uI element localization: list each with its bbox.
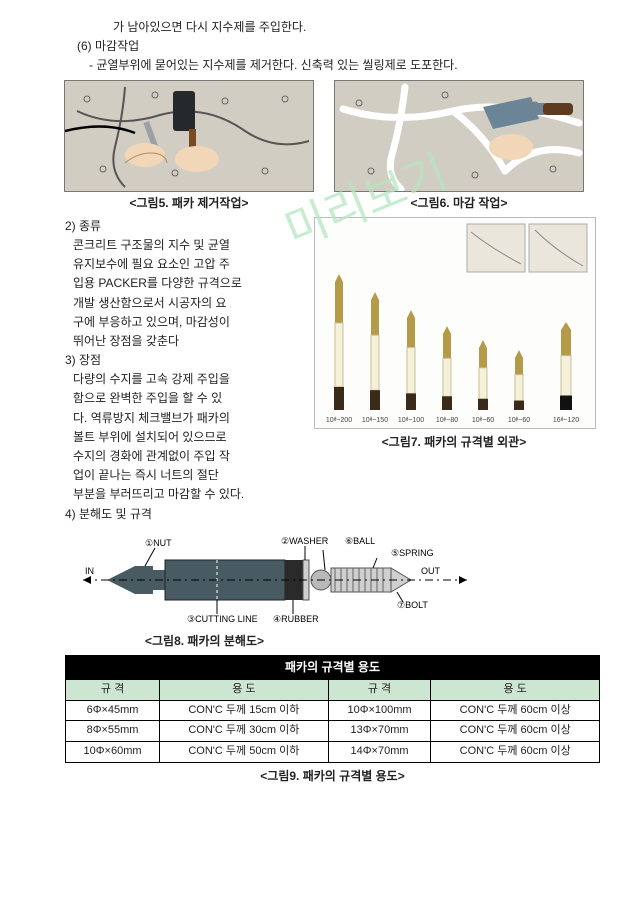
- figure8-image: ①NUT ③CUTTING LINE ④RUBBER ②WASHER ⑥BALL…: [77, 530, 477, 630]
- text-line: 입용 PACKER를 다양한 규격으로: [65, 274, 300, 293]
- svg-text:OUT: OUT: [421, 566, 441, 576]
- figure5-box: <그림5. 패카 제거작업>: [65, 80, 313, 213]
- text-line: 함으로 완벽한 주입을 할 수 있: [65, 389, 300, 408]
- table-cell: CON'C 두께 15cm 이하: [160, 700, 329, 721]
- table-row: 6Φ×45mmCON'C 두께 15cm 이하10Φ×100mmCON'C 두께…: [66, 700, 600, 721]
- table-cell: 13Φ×70mm: [328, 721, 431, 742]
- text-line: 뛰어난 장점을 갖춘다: [65, 332, 300, 351]
- table-cell: CON'C 두께 60cm 이상: [431, 721, 600, 742]
- svg-text:③CUTTING LINE: ③CUTTING LINE: [187, 614, 258, 624]
- right-column: 10ᶲ~200 10ᶲ~150 10ᶲ~100 10ᶲ~80 10ᶲ~60 10ᶲ~60 1…: [314, 217, 594, 505]
- svg-text:10ᶲ~150: 10ᶲ~150: [362, 417, 388, 424]
- table-cell: CON'C 두께 50cm 이하: [160, 741, 329, 762]
- svg-text:10ᶲ~200: 10ᶲ~200: [326, 417, 352, 424]
- svg-text:④RUBBER: ④RUBBER: [273, 614, 319, 624]
- figure-row: <그림5. 패카 제거작업>: [65, 80, 600, 213]
- table-cell: 6Φ×45mm: [66, 700, 160, 721]
- table-cell: 10Φ×100mm: [328, 700, 431, 721]
- text-line: 부분을 부러뜨리고 마감할 수 있다.: [65, 485, 300, 504]
- svg-text:16ᶲ~120: 16ᶲ~120: [553, 417, 579, 424]
- figure5-caption: <그림5. 패카 제거작업>: [129, 194, 248, 213]
- figure6-caption: <그림6. 마감 작업>: [411, 194, 508, 213]
- table-row: 10Φ×60mmCON'C 두께 50cm 이하14Φ×70mmCON'C 두께…: [66, 741, 600, 762]
- table-row: 8Φ×55mmCON'C 두께 30cm 이하13Φ×70mmCON'C 두께 …: [66, 721, 600, 742]
- table-header: 규 격: [66, 680, 160, 701]
- table-cell: 10Φ×60mm: [66, 741, 160, 762]
- figure6-box: <그림6. 마감 작업>: [335, 80, 583, 213]
- figure5-image: [64, 80, 314, 192]
- svg-text:IN: IN: [85, 566, 94, 576]
- svg-text:⑥BALL: ⑥BALL: [345, 536, 375, 546]
- table-cell: CON'C 두께 60cm 이상: [431, 700, 600, 721]
- text-line: 가 남아있으면 다시 지수제를 주입한다.: [65, 18, 600, 37]
- heading-6: (6) 마감작업: [65, 37, 600, 56]
- svg-text:10ᶲ~100: 10ᶲ~100: [398, 417, 424, 424]
- figure7-image: 10ᶲ~200 10ᶲ~150 10ᶲ~100 10ᶲ~80 10ᶲ~60 10ᶲ~60 1…: [314, 217, 596, 429]
- table-cell: CON'C 두께 60cm 이상: [431, 741, 600, 762]
- table-cell: 14Φ×70mm: [328, 741, 431, 762]
- text-line: 구에 부응하고 있으며, 마감성이: [65, 313, 300, 332]
- svg-text:⑤SPRING: ⑤SPRING: [391, 548, 434, 558]
- text-line: 유지보수에 필요 요소인 고압 주: [65, 255, 300, 274]
- two-column: 2) 종류 콘크리트 구조물의 지수 및 균열 유지보수에 필요 요소인 고압 …: [65, 217, 600, 505]
- left-column: 2) 종류 콘크리트 구조물의 지수 및 균열 유지보수에 필요 요소인 고압 …: [65, 217, 300, 505]
- figure7-caption: <그림7. 패카의 규격별 외관>: [314, 433, 594, 452]
- table-cell: CON'C 두께 30cm 이하: [160, 721, 329, 742]
- spec-table: 패카의 규격별 용도 규 격 용 도 규 격 용 도 6Φ×45mmCON'C …: [65, 655, 600, 763]
- text-line: - 균열부위에 묻어있는 지수제를 제거한다. 신축력 있는 씰링제로 도포한다…: [65, 56, 600, 75]
- text-line: 수지의 경화에 관계없이 주입 작: [65, 447, 300, 466]
- table-cell: 8Φ×55mm: [66, 721, 160, 742]
- svg-text:10ᶲ~80: 10ᶲ~80: [436, 417, 458, 424]
- text-line: 다량의 수지를 고속 강제 주입을: [65, 370, 300, 389]
- table-header: 용 도: [160, 680, 329, 701]
- figure6-image: [334, 80, 584, 192]
- svg-text:10ᶲ~60: 10ᶲ~60: [508, 417, 530, 424]
- figure8-caption: <그림8. 패카의 분해도>: [65, 632, 600, 651]
- figure9-caption: <그림9. 패카의 규격별 용도>: [65, 767, 600, 786]
- table-header: 규 격: [328, 680, 431, 701]
- heading-2: 2) 종류: [65, 217, 300, 236]
- svg-text:⑦BOLT: ⑦BOLT: [397, 600, 428, 610]
- text-line: 업이 끝나는 즉시 너트의 절단: [65, 466, 300, 485]
- text-line: 다. 역류방지 체크밸브가 패카의: [65, 409, 300, 428]
- svg-text:10ᶲ~60: 10ᶲ~60: [472, 417, 494, 424]
- table-title: 패카의 규격별 용도: [66, 655, 600, 679]
- text-line: 볼트 부위에 설치되어 있으므로: [65, 428, 300, 447]
- heading-3: 3) 장점: [65, 351, 300, 370]
- svg-text:②WASHER: ②WASHER: [281, 536, 329, 546]
- document-page: 가 남아있으면 다시 지수제를 주입한다. (6) 마감작업 - 균열부위에 묻…: [0, 0, 640, 806]
- text-line: 콘크리트 구조물의 지수 및 균열: [65, 236, 300, 255]
- text-line: 개발 생산함으로서 시공자의 요: [65, 294, 300, 313]
- heading-4: 4) 분해도 및 규격: [65, 505, 600, 524]
- svg-text:①NUT: ①NUT: [145, 538, 172, 548]
- table-header: 용 도: [431, 680, 600, 701]
